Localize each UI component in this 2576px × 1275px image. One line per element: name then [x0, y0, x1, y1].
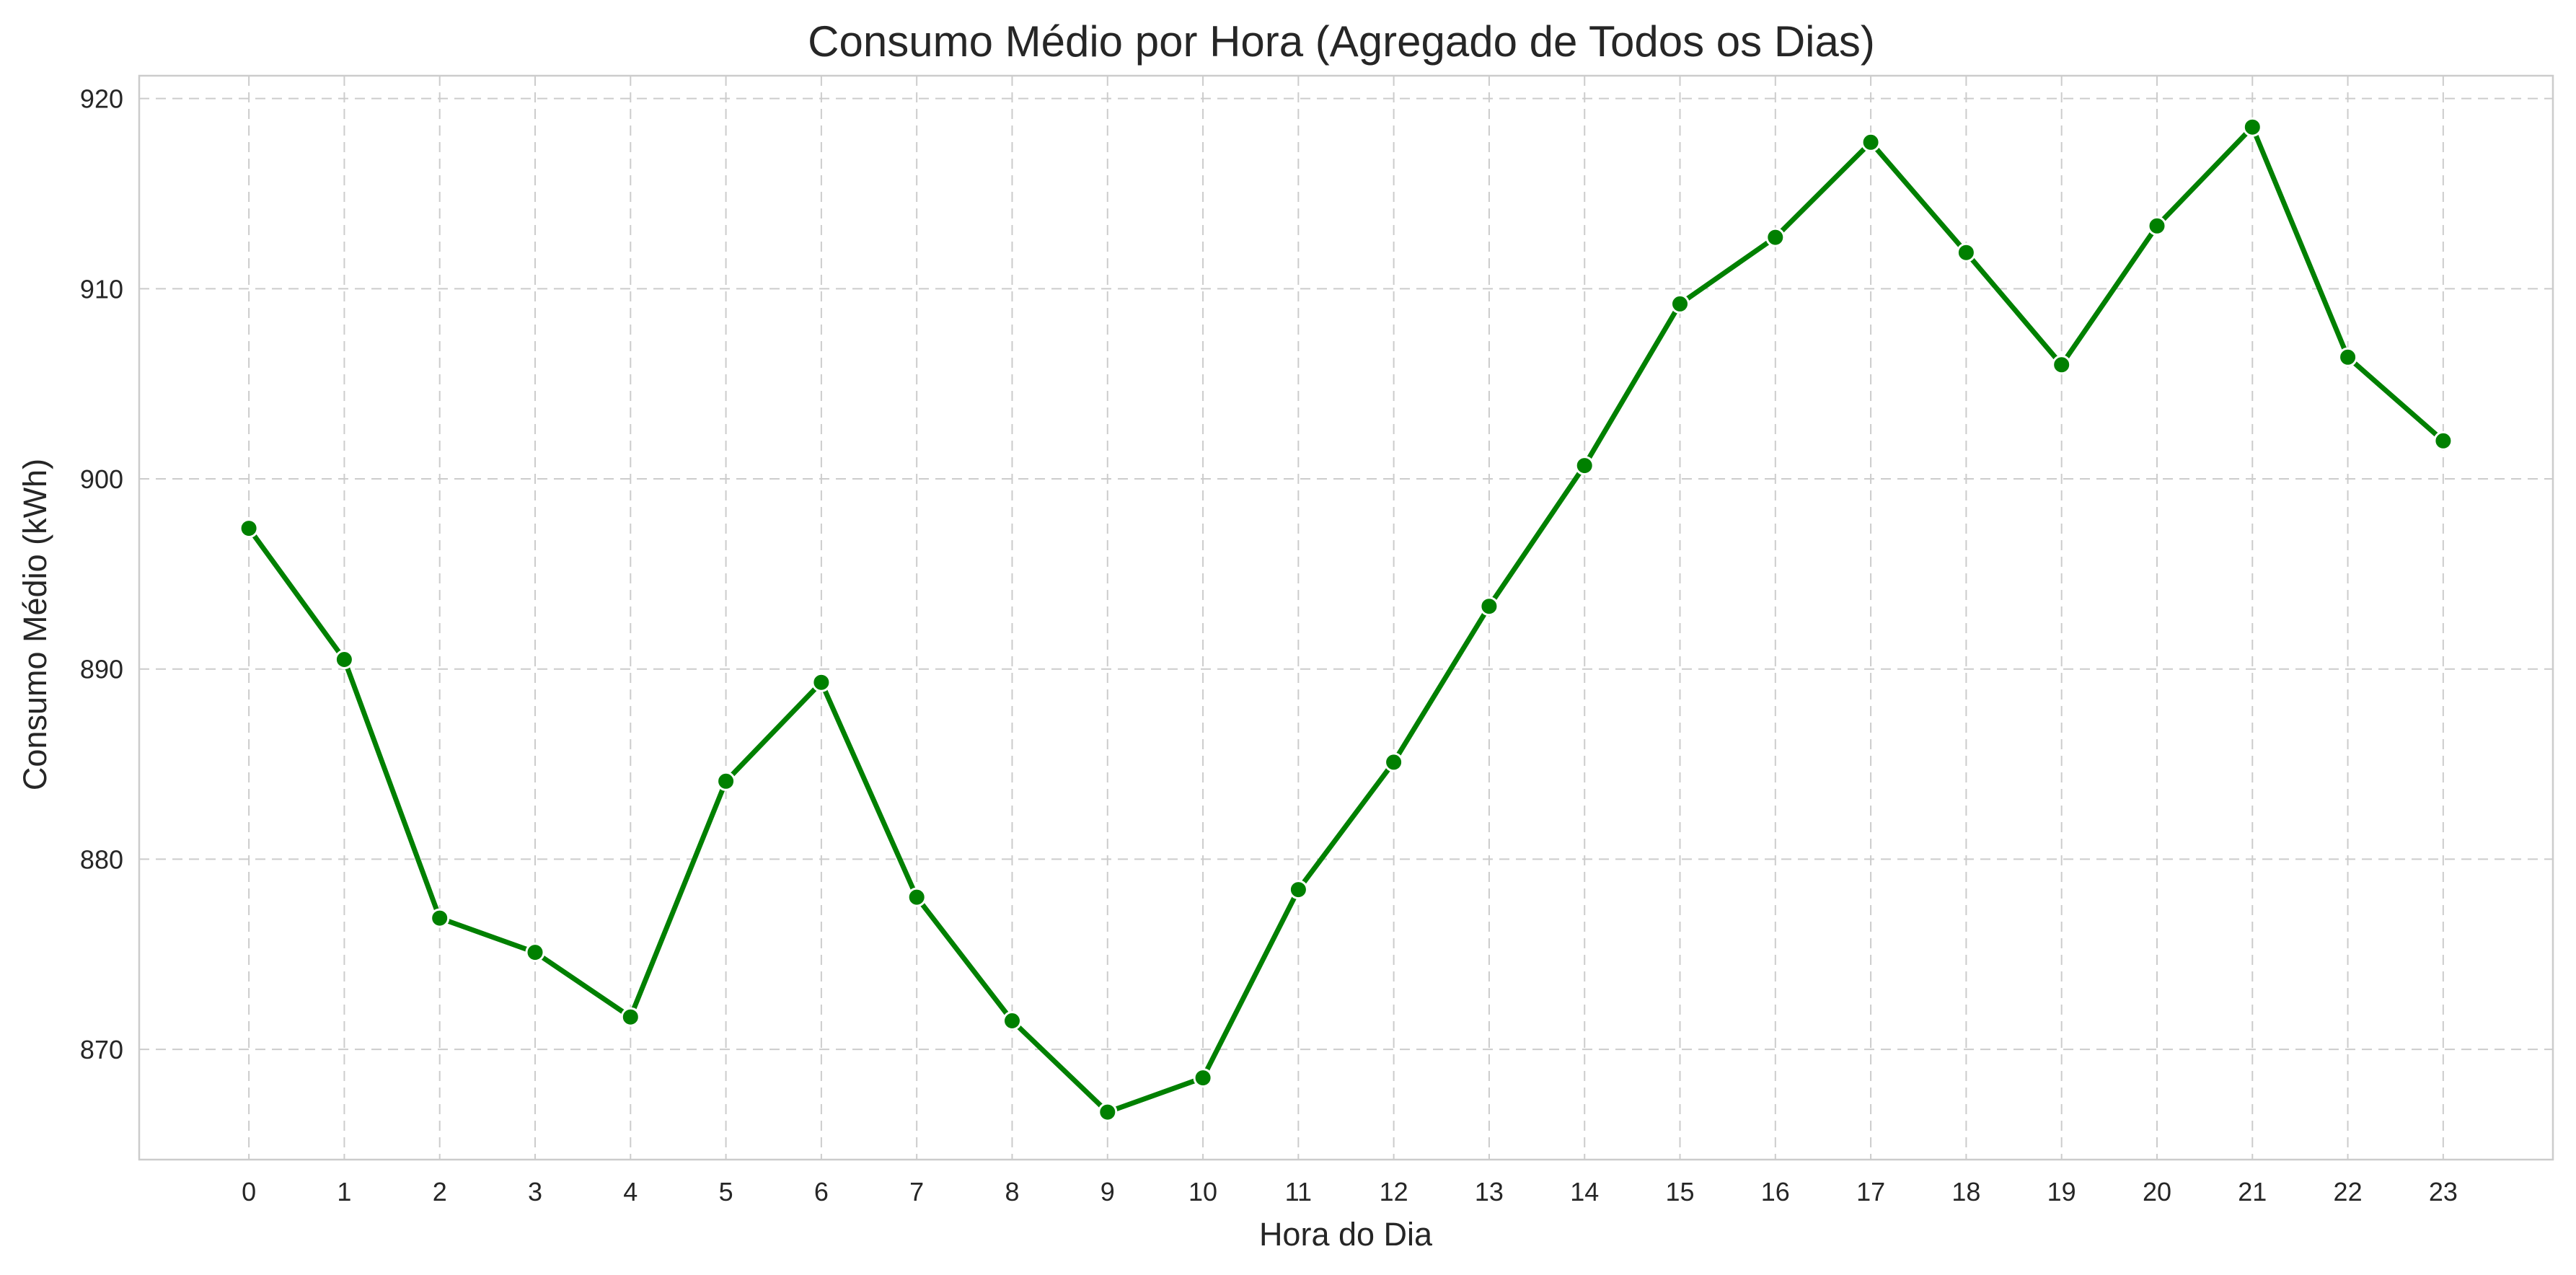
- data-point: [334, 650, 354, 669]
- y-tick-label: 900: [80, 464, 123, 494]
- data-point: [2242, 117, 2262, 137]
- x-tick-label: 0: [242, 1177, 256, 1206]
- x-tick-label: 18: [1951, 1177, 1980, 1206]
- x-tick-label: 4: [623, 1177, 638, 1206]
- x-axis-ticks: 0 1 2 3 4 5 6 7 8 9 10 11 12 13 14 15 16 17 18 19 20 21 22 23: [242, 1177, 2458, 1206]
- data-point: [1861, 132, 1881, 152]
- data-point: [430, 908, 450, 928]
- series: [239, 117, 2453, 1122]
- data-point: [1765, 227, 1786, 247]
- y-tick-label: 910: [80, 274, 123, 304]
- data-point: [1193, 1068, 1213, 1088]
- y-tick-label: 880: [80, 844, 123, 874]
- y-tick-label: 890: [80, 655, 123, 684]
- data-point: [2052, 355, 2072, 375]
- data-point: [2338, 347, 2358, 367]
- series-line: [246, 124, 2446, 1115]
- x-tick-label: 14: [1570, 1177, 1599, 1206]
- data-point: [239, 519, 259, 539]
- data-point: [2433, 431, 2453, 451]
- data-point: [1098, 1102, 1118, 1122]
- x-tick-label: 20: [2143, 1177, 2171, 1206]
- data-point: [907, 887, 927, 907]
- x-tick-label: 1: [337, 1177, 351, 1206]
- y-axis-ticks: 870 880 890 900 910 920: [80, 84, 123, 1064]
- y-tick-label: 870: [80, 1035, 123, 1064]
- data-point: [2147, 216, 2167, 236]
- x-tick-label: 15: [1666, 1177, 1695, 1206]
- data-point: [811, 672, 832, 692]
- x-tick-label: 7: [909, 1177, 924, 1206]
- x-tick-label: 22: [2334, 1177, 2363, 1206]
- data-point: [1002, 1011, 1022, 1031]
- x-tick-label: 16: [1761, 1177, 1790, 1206]
- x-tick-label: 23: [2429, 1177, 2458, 1206]
- x-tick-label: 12: [1380, 1177, 1408, 1206]
- x-axis-label: Hora do Dia: [1259, 1216, 1433, 1253]
- data-point: [1574, 456, 1594, 476]
- data-point: [716, 771, 736, 791]
- y-tick-label: 920: [80, 84, 123, 114]
- x-tick-label: 8: [1005, 1177, 1019, 1206]
- x-tick-label: 17: [1856, 1177, 1885, 1206]
- chart-title: Consumo Médio por Hora (Agregado de Todo…: [808, 17, 1875, 66]
- x-tick-label: 13: [1475, 1177, 1504, 1206]
- x-tick-label: 5: [719, 1177, 733, 1206]
- x-tick-label: 11: [1285, 1177, 1312, 1206]
- data-point: [620, 1007, 640, 1027]
- data-point: [1956, 242, 1976, 262]
- x-tick-label: 9: [1100, 1177, 1115, 1206]
- x-tick-label: 2: [433, 1177, 447, 1206]
- grid: [139, 76, 2553, 1160]
- data-point: [1670, 294, 1690, 314]
- y-axis-label: Consumo Médio (kWh): [17, 459, 53, 790]
- data-point: [1479, 596, 1499, 617]
- data-point: [525, 943, 545, 963]
- x-tick-label: 6: [814, 1177, 829, 1206]
- x-tick-label: 10: [1188, 1177, 1217, 1206]
- data-point: [1384, 752, 1404, 772]
- x-tick-label: 19: [2047, 1177, 2076, 1206]
- x-tick-label: 3: [528, 1177, 542, 1206]
- data-point: [1288, 880, 1308, 900]
- plot-area-frame: [138, 74, 2554, 1161]
- x-tick-label: 21: [2238, 1177, 2267, 1206]
